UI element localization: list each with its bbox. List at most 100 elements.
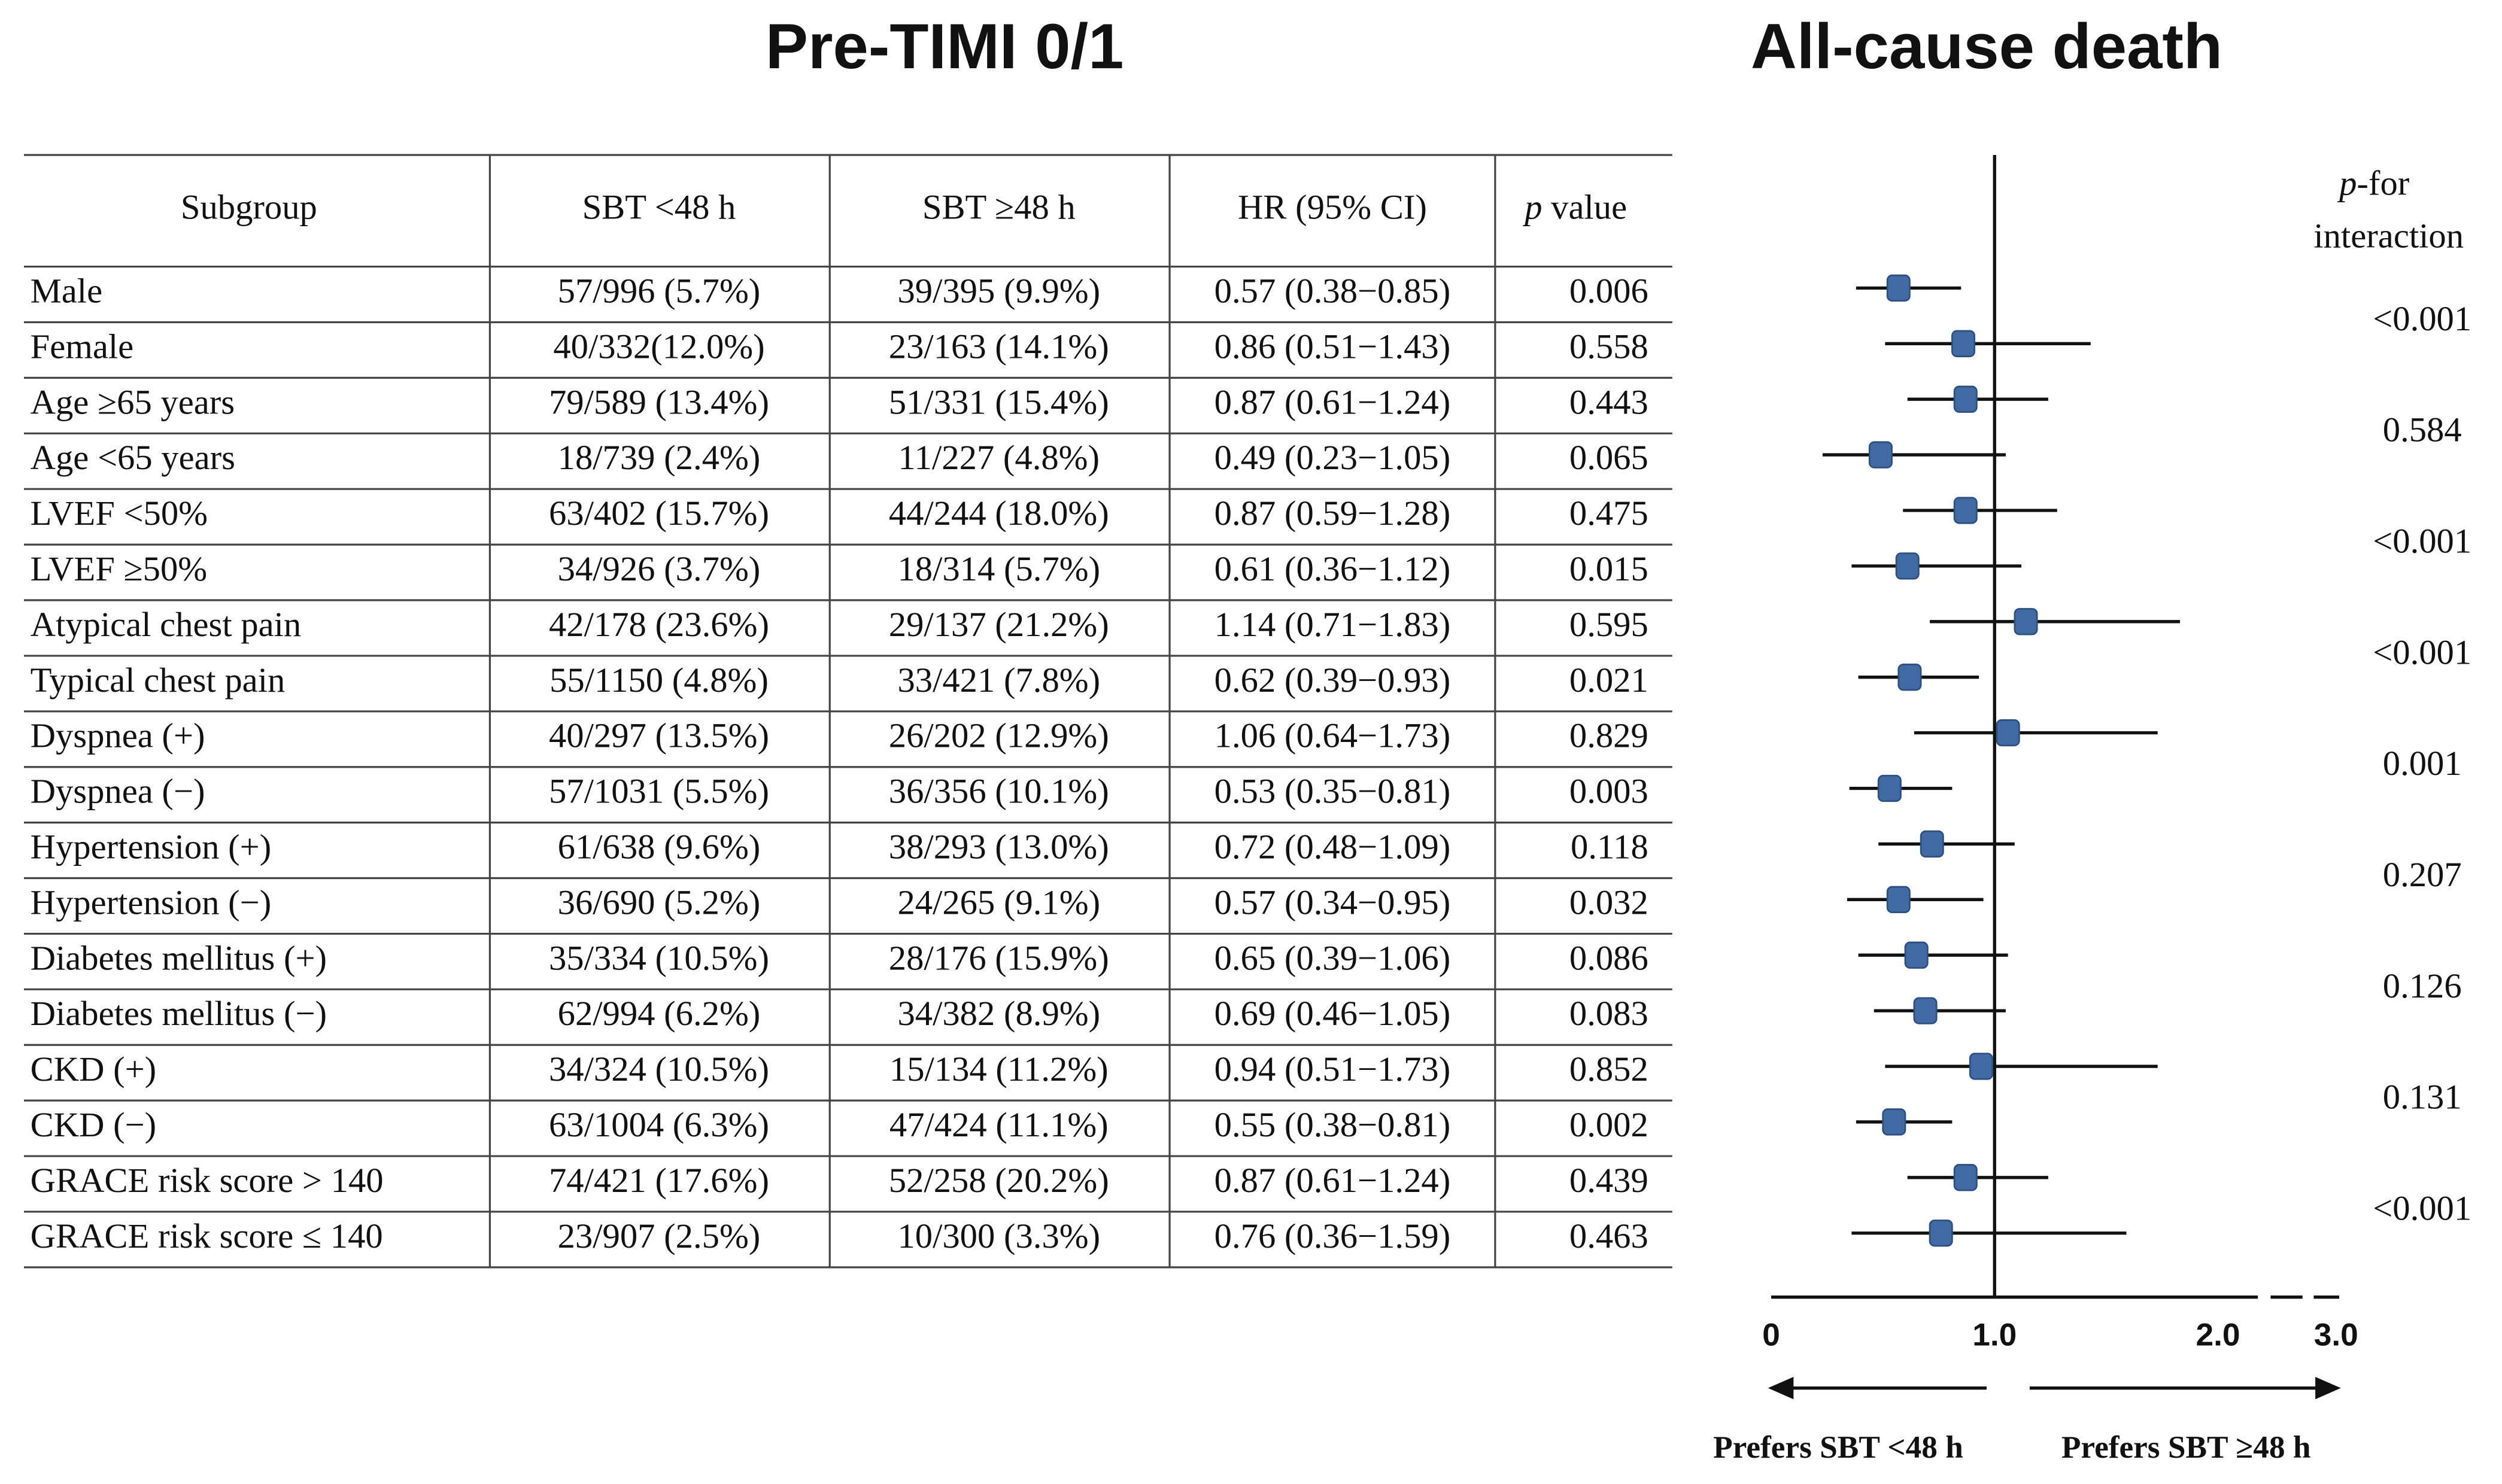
hr-marker [1951, 330, 1976, 357]
subgroup: Age <65 years [31, 438, 235, 477]
subgroup: LVEF ≥50% [31, 549, 207, 588]
cell: 0.61 (0.36−1.12) [1214, 549, 1451, 588]
column-header: HR (95% CI) [1238, 188, 1427, 227]
cell: 0.439 [1569, 1161, 1648, 1200]
cell: 0.57 (0.38−0.85) [1214, 271, 1451, 310]
cell: 57/996 (5.7%) [558, 271, 761, 310]
hr-marker [1886, 886, 1911, 913]
cell: 34/382 (8.9%) [897, 994, 1100, 1033]
cell: 0.006 [1569, 271, 1648, 310]
p-interaction: 0.001 [2383, 744, 2462, 783]
cell: 55/1150 (4.8%) [549, 661, 769, 700]
cell: 62/994 (6.2%) [558, 994, 761, 1033]
cell: 0.65 (0.39−1.06) [1214, 938, 1451, 977]
cell: 36/690 (5.2%) [558, 883, 761, 922]
cell: 0.475 [1569, 494, 1648, 533]
hr-marker [1969, 1053, 1993, 1080]
chart-title: All-cause death [1751, 10, 2222, 82]
hr-marker [1953, 1164, 1978, 1191]
hr-marker [1868, 441, 1893, 469]
cell: 0.87 (0.61−1.24) [1214, 1161, 1451, 1200]
cell: 63/1004 (6.3%) [549, 1105, 769, 1144]
hr-marker [1895, 552, 1920, 580]
p-interaction: 0.126 [2383, 966, 2462, 1005]
column-header: SBT <48 h [582, 188, 736, 227]
subgroup: Hypertension (−) [31, 883, 272, 922]
cell: 0.015 [1569, 549, 1648, 588]
p-interaction: 0.207 [2383, 855, 2462, 894]
p-interaction: 0.584 [2383, 410, 2462, 449]
cell: 34/324 (10.5%) [549, 1050, 769, 1088]
hr-marker [1953, 385, 1978, 413]
cell: 28/176 (15.9%) [889, 938, 1109, 977]
cell: 11/227 (4.8%) [898, 438, 1100, 477]
cell: 0.086 [1569, 938, 1648, 977]
arrow-head [2315, 1376, 2341, 1400]
cell: 57/1031 (5.5%) [549, 772, 769, 811]
hr-marker [1886, 274, 1911, 302]
subgroup: GRACE risk score ≤ 140 [31, 1217, 383, 1255]
cell: 0.94 (0.51−1.73) [1214, 1050, 1451, 1088]
cell: 38/293 (13.0%) [889, 828, 1109, 866]
subgroup: Hypertension (+) [31, 828, 272, 866]
hr-marker [1897, 664, 1922, 691]
cell: 0.558 [1569, 327, 1648, 366]
cell: 61/638 (9.6%) [558, 828, 761, 866]
cell: 33/421 (7.8%) [897, 661, 1100, 700]
cell: 0.53 (0.35−0.81) [1214, 772, 1451, 811]
column-header: Subgroup [181, 188, 317, 227]
p-interaction: <0.001 [2373, 522, 2471, 561]
cell: 47/424 (11.1%) [889, 1105, 1109, 1144]
cell: 79/589 (13.4%) [549, 382, 769, 421]
column-header: SBT ≥48 h [922, 188, 1076, 227]
hr-marker [1996, 719, 2020, 747]
cell: 0.032 [1569, 883, 1648, 922]
cell: 0.76 (0.36−1.59) [1214, 1217, 1451, 1255]
cell: 0.065 [1569, 438, 1648, 477]
cell: 0.86 (0.51−1.43) [1214, 327, 1451, 366]
cell: 34/926 (3.7%) [558, 549, 761, 588]
hr-marker [1929, 1220, 1953, 1247]
p-interaction: <0.001 [2373, 632, 2471, 671]
interaction-header: p [2337, 164, 2357, 203]
subgroup: Age ≥65 years [31, 382, 235, 421]
arrow-label: Prefers SBT <48 h [1713, 1429, 1963, 1465]
cell: 0.463 [1569, 1217, 1648, 1255]
cell: 0.595 [1569, 605, 1648, 644]
x-tick-label: 0 [1762, 1317, 1780, 1352]
cell: 0.443 [1569, 382, 1648, 421]
cell: 24/265 (9.1%) [897, 883, 1100, 922]
cell: 0.118 [1571, 828, 1648, 866]
cell: 36/356 (10.1%) [889, 772, 1109, 811]
cell: 40/332(12.0%) [553, 327, 764, 366]
hr-marker [2014, 608, 2038, 635]
cell: 10/300 (3.3%) [897, 1217, 1100, 1255]
subgroup: Dyspnea (−) [31, 772, 205, 811]
cell: 52/258 (20.2%) [889, 1161, 1109, 1200]
subgroup: Male [31, 271, 102, 310]
interaction-header: interaction [2313, 217, 2464, 256]
subgroup: Female [31, 327, 134, 366]
hr-marker [1920, 830, 1944, 858]
hr-marker [1904, 941, 1929, 969]
cell: 1.06 (0.64−1.73) [1214, 716, 1451, 755]
hr-marker [1877, 774, 1902, 802]
cell: 35/334 (10.5%) [549, 938, 769, 977]
subgroup: CKD (+) [31, 1050, 157, 1088]
cell: 0.87 (0.61−1.24) [1214, 382, 1451, 421]
cell: 0.083 [1569, 994, 1648, 1033]
cell: 1.14 (0.71−1.83) [1214, 605, 1451, 644]
cell: 0.002 [1569, 1105, 1648, 1144]
subgroup: LVEF <50% [31, 494, 208, 533]
subgroup: Diabetes mellitus (+) [31, 938, 327, 977]
cell: 0.69 (0.46−1.05) [1214, 994, 1451, 1033]
arrow-head [1768, 1376, 1794, 1400]
cell: 15/134 (11.2%) [889, 1050, 1109, 1088]
hr-marker [1913, 997, 1938, 1024]
cell: 18/314 (5.7%) [897, 549, 1100, 588]
hr-marker [1882, 1108, 1906, 1136]
cell: 0.87 (0.59−1.28) [1214, 494, 1451, 533]
subgroup: Dyspnea (+) [31, 716, 205, 755]
p-interaction: 0.131 [2383, 1078, 2462, 1117]
